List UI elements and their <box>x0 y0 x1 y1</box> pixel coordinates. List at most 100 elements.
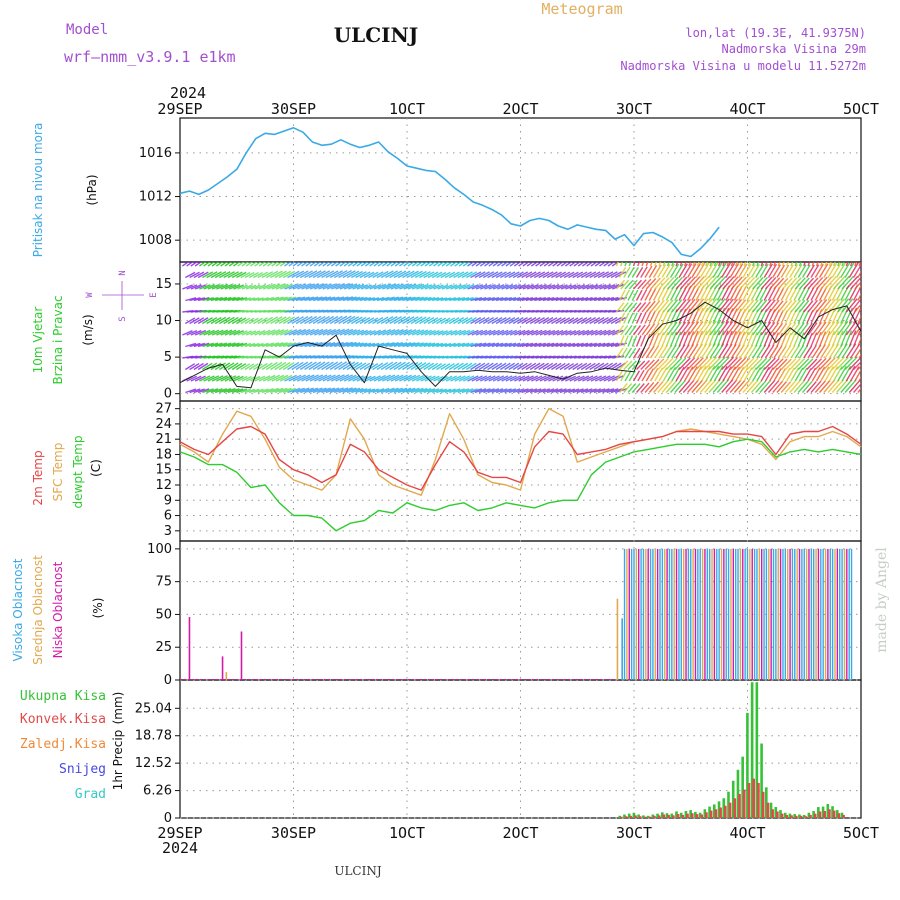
wind-barb <box>291 387 305 394</box>
wind-barb <box>593 271 605 279</box>
wind-barb <box>548 284 560 290</box>
wind-barb <box>261 388 274 394</box>
wind-barb <box>815 321 827 336</box>
wind-barb <box>755 357 768 370</box>
wind-barb <box>576 388 589 394</box>
wind-barb <box>505 262 513 267</box>
wind-barb <box>233 262 241 267</box>
wind-barb <box>368 297 380 302</box>
wind-barb <box>777 368 787 382</box>
wind-barb <box>461 362 473 371</box>
wind-barb <box>827 330 835 347</box>
wind-barb <box>245 262 254 267</box>
precip-legend-conv: Konvek.Kisa <box>20 712 106 727</box>
wind-barb <box>284 374 297 382</box>
wind-barb <box>542 271 554 279</box>
wind-barb <box>288 329 302 336</box>
wind-barb <box>781 300 793 313</box>
wind-barb <box>207 262 215 267</box>
wind-barb <box>450 375 462 382</box>
wind-barb <box>420 284 433 290</box>
wind-barb <box>385 296 399 302</box>
wind-barb <box>742 380 754 393</box>
wind-barb <box>385 270 398 279</box>
wind-barb <box>314 283 328 290</box>
precip-bar <box>634 815 637 818</box>
precip-bar <box>719 807 722 818</box>
wind-barb <box>210 342 223 348</box>
wind-barb <box>414 270 427 279</box>
wind-barb <box>525 388 538 394</box>
precip-bar <box>632 812 636 818</box>
wind-barb <box>517 271 529 279</box>
wind-barb <box>586 329 598 336</box>
wind-barb <box>211 375 224 382</box>
wind-barb <box>769 322 780 336</box>
wind-barb <box>705 320 717 336</box>
precip-y-tick-label: 18.78 <box>135 729 172 744</box>
wind-barb <box>471 329 483 336</box>
wind-barb <box>250 375 261 382</box>
precip-bar <box>755 682 759 818</box>
wind-barb <box>380 270 394 279</box>
wind-barb <box>631 289 639 301</box>
wind-barb <box>356 262 364 267</box>
wind-barb <box>555 388 567 394</box>
wind-barb <box>773 300 784 313</box>
wind-barb <box>560 375 572 382</box>
wind-barb <box>312 387 327 394</box>
wind-barb <box>718 320 730 336</box>
wind-barb <box>803 345 813 359</box>
top-date-label: 3OCT <box>616 100 652 118</box>
wind-barb <box>559 388 571 394</box>
wind-barb <box>223 271 235 279</box>
wind-barb <box>424 329 436 336</box>
wind-barb <box>207 375 220 382</box>
precip-bar <box>705 812 708 818</box>
wind-barb <box>763 263 774 278</box>
wind-barb <box>602 388 615 394</box>
wind-barb <box>606 388 619 394</box>
wind-barb <box>535 262 543 267</box>
wind-barb <box>593 342 606 348</box>
wind-barb <box>627 289 635 301</box>
wind-barb <box>602 271 614 279</box>
wind-barb <box>227 296 240 302</box>
wind-barb <box>185 342 197 348</box>
wind-barb <box>648 358 660 370</box>
wind-barb <box>747 299 759 313</box>
wind-barb <box>807 367 817 382</box>
wind-barb <box>244 388 256 394</box>
wind-barb <box>397 316 411 325</box>
wind-barb <box>623 266 631 278</box>
wind-barb <box>628 279 638 290</box>
wind-barb <box>522 284 535 290</box>
wind-barb <box>329 341 344 348</box>
wind-barb <box>525 362 537 371</box>
wind-barb <box>631 383 641 393</box>
wind-barb <box>501 262 509 267</box>
wind-barb <box>599 329 611 336</box>
wind-barb <box>790 322 801 336</box>
wind-barb <box>568 388 580 394</box>
wind-barb <box>831 379 844 393</box>
wind-barb <box>389 270 403 279</box>
top-date-label: 1OCT <box>389 100 425 118</box>
wind-barb <box>555 297 567 302</box>
wind-barb <box>582 375 594 382</box>
wind-barb <box>548 329 560 336</box>
wind-barb <box>279 374 293 382</box>
wind-barb <box>228 284 241 290</box>
wind-barb <box>760 344 771 359</box>
wind-barb <box>380 387 395 394</box>
wind-barb <box>385 315 398 325</box>
wind-barb <box>257 271 269 279</box>
wind-barb <box>662 276 675 290</box>
wind-barb <box>814 263 824 278</box>
wind-barb <box>271 283 285 290</box>
wind-barb <box>359 388 372 394</box>
wind-barb <box>483 342 495 348</box>
wind-barb <box>769 345 779 359</box>
wind-barb <box>450 329 462 336</box>
wind-barb <box>529 296 542 302</box>
